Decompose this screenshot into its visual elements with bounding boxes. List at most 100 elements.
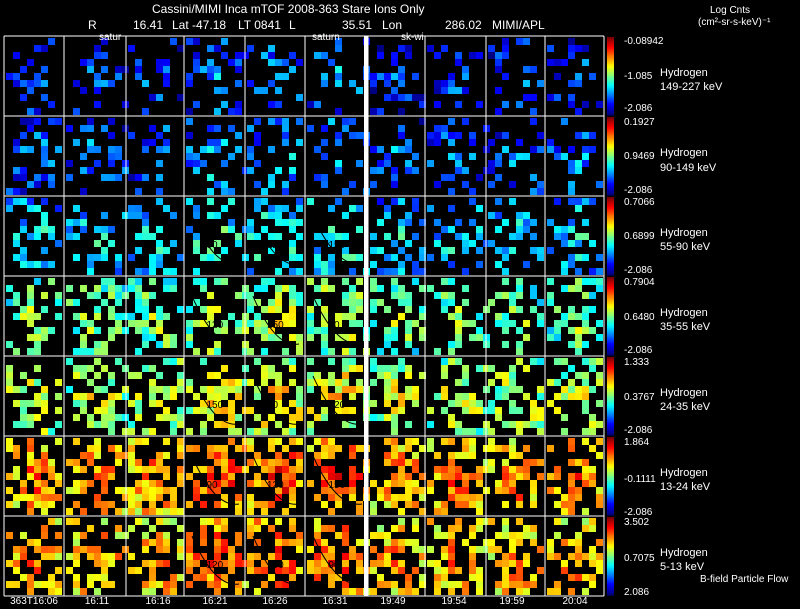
heatmap-pixel (48, 38, 55, 45)
heatmap-pixel (289, 365, 296, 372)
heatmap-pixel (596, 379, 603, 386)
heatmap-pixel (261, 466, 268, 473)
heatmap-pixel (149, 480, 156, 487)
heatmap-pixel (398, 466, 405, 473)
heatmap-pixel (554, 473, 561, 480)
heatmap-pixel (462, 428, 469, 435)
heatmap-pixel (537, 386, 544, 393)
heatmap-pixel (398, 588, 405, 595)
heatmap-pixel (6, 205, 13, 212)
heatmap-pixel (170, 278, 177, 285)
heatmap-pixel (73, 108, 80, 115)
heatmap-pixel (516, 386, 523, 393)
heatmap-pixel (221, 205, 228, 212)
heatmap-pixel (328, 285, 335, 292)
heatmap-pixel (398, 508, 405, 515)
heatmap-pixel (135, 459, 142, 466)
heatmap-pixel (27, 452, 34, 459)
heatmap-pixel (87, 254, 94, 261)
colorbar-segment (607, 509, 614, 512)
heatmap-pixel (596, 539, 603, 546)
heatmap-pixel (321, 501, 328, 508)
heatmap-pixel (101, 226, 108, 233)
heatmap-pixel (321, 445, 328, 452)
colorbar-segment (607, 89, 614, 93)
heatmap-pixel (228, 567, 235, 574)
heatmap-pixel (254, 233, 261, 240)
heatmap-pixel (101, 247, 108, 254)
contour-line (191, 215, 240, 265)
heatmap-pixel (462, 393, 469, 400)
heatmap-pixel (537, 407, 544, 414)
heatmap-pixel (398, 445, 405, 452)
heatmap-pixel (214, 254, 221, 261)
heatmap-pixel (561, 560, 568, 567)
colorbar-segment (607, 150, 614, 153)
heatmap-pixel (589, 306, 596, 313)
units-title: Log Cnts (710, 5, 751, 16)
heatmap-pixel (87, 59, 94, 66)
heatmap-pixel (589, 546, 596, 553)
colorbar-segment (607, 538, 614, 541)
heatmap-pixel (356, 386, 363, 393)
heatmap-pixel (523, 421, 530, 428)
heatmap-pixel (434, 532, 441, 539)
heatmap-pixel (135, 174, 142, 181)
heatmap-pixel (441, 299, 448, 306)
heatmap-pixel (495, 160, 502, 167)
heatmap-pixel (221, 407, 228, 414)
colorbar-segment (607, 353, 614, 356)
heatmap-pixel (135, 494, 142, 501)
colorbar-segment (607, 528, 614, 532)
heatmap-pixel (448, 414, 455, 421)
heatmap-pixel (55, 473, 62, 480)
heatmap-pixel (488, 299, 495, 306)
heatmap-pixel (469, 494, 476, 501)
heatmap-pixel (547, 139, 554, 146)
heatmap-pixel (142, 139, 149, 146)
colorbar-segment (607, 397, 614, 401)
colorbar-segment (607, 136, 614, 140)
heatmap-pixel (582, 473, 589, 480)
heatmap-pixel (115, 146, 122, 153)
heatmap-pixel (516, 341, 523, 348)
heatmap-pixel (476, 365, 483, 372)
heatmap-pixel (509, 160, 516, 167)
heatmap-pixel (509, 198, 516, 205)
heatmap-pixel (94, 52, 101, 59)
heatmap-pixel (73, 560, 80, 567)
heatmap-pixel (391, 473, 398, 480)
heatmap-pixel (128, 501, 135, 508)
colorbar-segment (607, 579, 614, 582)
heatmap-pixel (448, 341, 455, 348)
heatmap-pixel (207, 306, 214, 313)
heatmap-pixel (55, 518, 62, 525)
heatmap-pixel (296, 459, 303, 466)
heatmap-pixel (370, 146, 377, 153)
heatmap-pixel (275, 546, 282, 553)
heatmap-pixel (502, 247, 509, 254)
heatmap-pixel (314, 261, 321, 268)
heatmap-pixel (135, 233, 142, 240)
heatmap-pixel (448, 153, 455, 160)
heatmap-pixel (448, 532, 455, 539)
colorbar-segment (607, 222, 614, 225)
heatmap-pixel (589, 268, 596, 275)
heatmap-pixel (488, 400, 495, 407)
heatmap-pixel (307, 421, 314, 428)
heatmap-pixel (398, 132, 405, 139)
heatmap-pixel (73, 348, 80, 355)
heatmap-pixel (108, 560, 115, 567)
heatmap-pixel (34, 261, 41, 268)
heatmap-pixel (476, 546, 483, 553)
heatmap-pixel (193, 38, 200, 45)
heatmap-pixel (582, 508, 589, 515)
heatmap-pixel (582, 466, 589, 473)
heatmap-pixel (149, 233, 156, 240)
heatmap-pixel (307, 480, 314, 487)
heatmap-pixel (328, 508, 335, 515)
heatmap-pixel (214, 348, 221, 355)
colorbar-segment (607, 327, 614, 331)
heatmap-pixel (247, 567, 254, 574)
heatmap-pixel (55, 588, 62, 595)
